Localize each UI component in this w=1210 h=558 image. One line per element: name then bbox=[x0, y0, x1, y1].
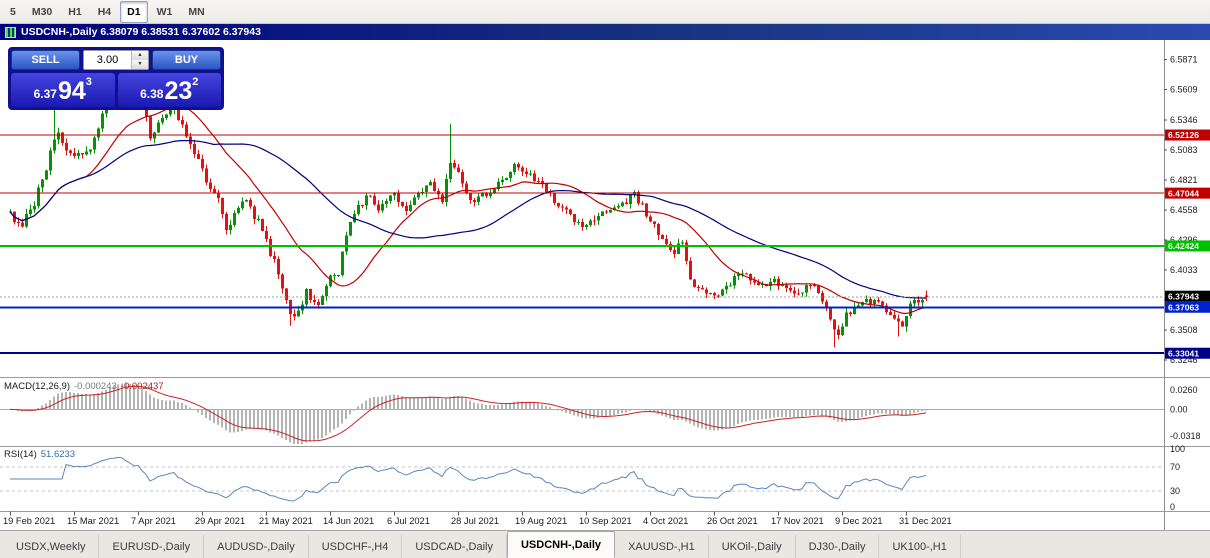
tab-uk100-h1[interactable]: UK100-,H1 bbox=[879, 535, 961, 558]
svg-text:0: 0 bbox=[1170, 502, 1175, 512]
svg-text:6.33041: 6.33041 bbox=[1168, 348, 1199, 358]
rsi-value: 51.6233 bbox=[40, 449, 76, 460]
date-axis: 19 Feb 2021 15 Mar 2021 7 Apr 2021 29 Apr 2… bbox=[3, 511, 952, 526]
sell-button[interactable]: SELL bbox=[11, 50, 80, 70]
bid-price-sup: 3 bbox=[85, 76, 92, 88]
volume-stepper: ▲ ▼ bbox=[83, 50, 149, 70]
ask-price-big: 23 bbox=[164, 77, 193, 105]
svg-text:6.4558: 6.4558 bbox=[1170, 205, 1198, 215]
svg-text:6.4821: 6.4821 bbox=[1170, 175, 1198, 185]
volume-down-button[interactable]: ▼ bbox=[132, 60, 148, 69]
svg-text:31 Dec 2021: 31 Dec 2021 bbox=[899, 516, 952, 526]
svg-text:19 Feb 2021: 19 Feb 2021 bbox=[3, 516, 55, 526]
timeframe-5[interactable]: 5 bbox=[10, 5, 16, 18]
svg-text:21 May 2021: 21 May 2021 bbox=[259, 516, 313, 526]
tab-usdchf-h4[interactable]: USDCHF-,H4 bbox=[309, 535, 403, 558]
horizontal-lines bbox=[0, 134, 1164, 355]
svg-text:4 Oct 2021: 4 Oct 2021 bbox=[643, 516, 688, 526]
chart-icon bbox=[5, 26, 16, 38]
svg-text:6.5609: 6.5609 bbox=[1170, 85, 1198, 95]
tab-audusd-daily[interactable]: AUDUSD-,Daily bbox=[204, 535, 309, 558]
ask-price-sup: 2 bbox=[192, 76, 199, 88]
volume-spinner: ▲ ▼ bbox=[131, 51, 148, 69]
timeframe-h4[interactable]: H4 bbox=[97, 5, 112, 18]
svg-text:6.37063: 6.37063 bbox=[1168, 302, 1199, 312]
price-chart: 6.5871 6.5609 6.5346 6.5083 6.4821 6.4558 6.42… bbox=[0, 40, 1210, 530]
rsi-label: RSI(14) 51.6233 bbox=[4, 449, 75, 460]
volume-up-button[interactable]: ▲ bbox=[132, 51, 148, 60]
timeframe-h1[interactable]: H1 bbox=[68, 5, 82, 18]
svg-text:29 Apr 2021: 29 Apr 2021 bbox=[195, 516, 245, 526]
svg-text:7 Apr 2021: 7 Apr 2021 bbox=[131, 516, 176, 526]
tab-usdcad-daily[interactable]: USDCAD-,Daily bbox=[402, 535, 507, 558]
svg-text:6.42424: 6.42424 bbox=[1168, 241, 1199, 251]
tab-eurusd-daily[interactable]: EURUSD-,Daily bbox=[99, 535, 205, 558]
macd-name: MACD(12,26,9) bbox=[4, 381, 70, 392]
svg-text:100: 100 bbox=[1170, 444, 1185, 454]
macd-label: MACD(12,26,9) -0.000243 -0.002437 bbox=[4, 381, 164, 392]
macd-signal-value: -0.002437 bbox=[120, 381, 164, 392]
tab-dj30-daily[interactable]: DJ30-,Daily bbox=[796, 535, 880, 558]
candles-layer bbox=[9, 69, 928, 348]
chart-area[interactable]: 6.5871 6.5609 6.5346 6.5083 6.4821 6.4558 6.42… bbox=[0, 40, 1210, 530]
ask-price-small: 6.38 bbox=[140, 87, 164, 101]
svg-text:26 Oct 2021: 26 Oct 2021 bbox=[707, 516, 758, 526]
tab-xauusd-h1[interactable]: XAUUSD-,H1 bbox=[615, 535, 709, 558]
svg-text:19 Aug 2021: 19 Aug 2021 bbox=[515, 516, 567, 526]
timeframe-w1[interactable]: W1 bbox=[156, 5, 173, 18]
chart-frame bbox=[0, 40, 1210, 530]
chart-titlebar: USDCNH-,Daily 6.38079 6.38531 6.37602 6.… bbox=[0, 24, 1210, 40]
bid-price-big: 94 bbox=[57, 77, 86, 105]
tab-usdcnh-daily[interactable]: USDCNH-,Daily bbox=[506, 531, 616, 558]
buy-button[interactable]: BUY bbox=[152, 50, 221, 70]
svg-text:6.3246: 6.3246 bbox=[1170, 355, 1198, 365]
timeframe-toolbar: 5 M30 H1 H4 D1 W1 MN bbox=[0, 0, 1210, 24]
svg-text:6.52126: 6.52126 bbox=[1168, 130, 1199, 140]
volume-input[interactable] bbox=[84, 51, 131, 69]
svg-text:6.4033: 6.4033 bbox=[1170, 265, 1198, 275]
timeframe-d1[interactable]: D1 bbox=[120, 0, 148, 23]
svg-text:30: 30 bbox=[1170, 486, 1180, 496]
moving-averages bbox=[9, 104, 927, 315]
rsi-name: RSI(14) bbox=[4, 449, 37, 460]
svg-text:70: 70 bbox=[1170, 462, 1180, 472]
timeframe-m30[interactable]: M30 bbox=[31, 5, 53, 18]
svg-text:6.5346: 6.5346 bbox=[1170, 115, 1198, 125]
svg-text:17 Nov 2021: 17 Nov 2021 bbox=[771, 516, 824, 526]
buy-price-display[interactable]: 6.38 23 2 bbox=[117, 73, 221, 107]
svg-text:6.5083: 6.5083 bbox=[1170, 145, 1198, 155]
price-axis: 6.5871 6.5609 6.5346 6.5083 6.4821 6.4558 6.42… bbox=[1164, 55, 1198, 365]
tab-usdx-weekly[interactable]: USDX,Weekly bbox=[3, 535, 100, 558]
svg-text:0.0260: 0.0260 bbox=[1170, 385, 1198, 395]
price-tags: 6.52126 6.47044 6.42424 6.37063 6.33041 6.379… bbox=[1165, 129, 1210, 359]
svg-text:6 Jul 2021: 6 Jul 2021 bbox=[387, 516, 430, 526]
rsi-panel: 100 70 30 0 bbox=[0, 444, 1185, 512]
chart-tabs-bar: USDX,Weekly EURUSD-,Daily AUDUSD-,Daily USD… bbox=[0, 530, 1210, 558]
macd-panel: 0.0260 0.00 -0.0318 bbox=[0, 383, 1201, 444]
svg-text:6.47044: 6.47044 bbox=[1168, 188, 1199, 198]
svg-text:10 Sep 2021: 10 Sep 2021 bbox=[579, 516, 632, 526]
tab-ukoil-daily[interactable]: UKOil-,Daily bbox=[709, 535, 796, 558]
macd-main-value: -0.000243 bbox=[74, 381, 117, 392]
svg-text:0.00: 0.00 bbox=[1170, 404, 1188, 414]
svg-text:6.3508: 6.3508 bbox=[1170, 325, 1198, 335]
timeframe-mn[interactable]: MN bbox=[188, 5, 205, 18]
chart-title: USDCNH-,Daily 6.38079 6.38531 6.37602 6.… bbox=[21, 26, 261, 38]
svg-text:-0.0318: -0.0318 bbox=[1170, 431, 1201, 441]
sell-price-display[interactable]: 6.37 94 3 bbox=[11, 73, 115, 107]
one-click-trading-panel: SELL ▲ ▼ BUY 6.37 94 3 6.38 bbox=[8, 47, 224, 110]
svg-text:6.5871: 6.5871 bbox=[1170, 55, 1198, 65]
svg-text:14 Jun 2021: 14 Jun 2021 bbox=[323, 516, 374, 526]
svg-text:6.37943: 6.37943 bbox=[1168, 291, 1199, 301]
bid-price-small: 6.37 bbox=[33, 87, 57, 101]
svg-text:6.4296: 6.4296 bbox=[1170, 235, 1198, 245]
svg-text:9 Dec 2021: 9 Dec 2021 bbox=[835, 516, 883, 526]
svg-text:28 Jul 2021: 28 Jul 2021 bbox=[451, 516, 499, 526]
svg-text:15 Mar 2021: 15 Mar 2021 bbox=[67, 516, 119, 526]
